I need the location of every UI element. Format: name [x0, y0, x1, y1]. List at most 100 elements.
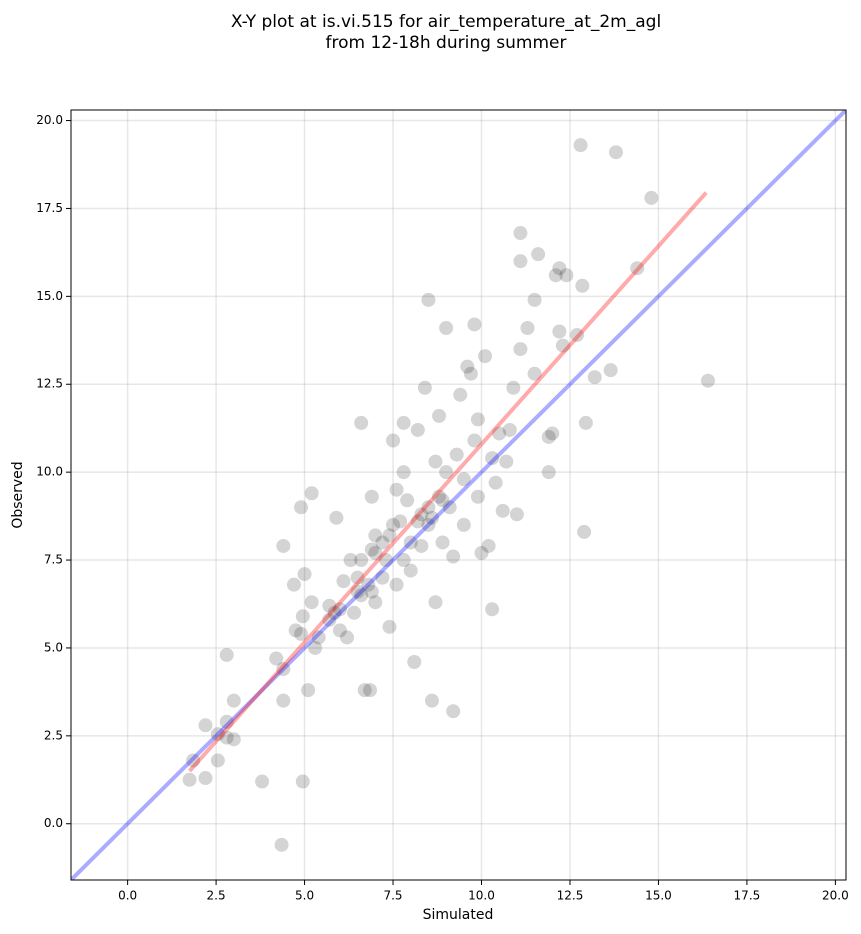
point	[368, 595, 383, 610]
point	[506, 380, 521, 395]
point	[269, 651, 284, 666]
point	[340, 630, 355, 645]
point	[570, 328, 585, 343]
point	[509, 507, 524, 522]
point	[428, 454, 443, 469]
point	[375, 570, 390, 585]
point	[354, 553, 369, 568]
point	[378, 553, 393, 568]
point	[210, 727, 225, 742]
point	[396, 415, 411, 430]
point	[403, 535, 418, 550]
point	[470, 489, 485, 504]
point	[453, 387, 468, 402]
point	[332, 602, 347, 617]
point	[463, 366, 478, 381]
point	[295, 774, 310, 789]
point	[449, 447, 464, 462]
point	[386, 517, 401, 532]
point	[439, 465, 454, 480]
chart-title: X-Y plot at is.vi.515 for air_temperatur…	[231, 12, 661, 32]
line	[71, 110, 846, 880]
point	[226, 732, 241, 747]
point	[424, 510, 439, 525]
point	[460, 359, 475, 374]
point	[552, 261, 567, 276]
point	[478, 349, 493, 364]
point	[368, 546, 383, 561]
point	[219, 647, 234, 662]
y-tick-label: 20.0	[36, 113, 63, 127]
point	[513, 254, 528, 269]
y-tick-label: 7.5	[44, 553, 63, 567]
point	[414, 538, 429, 553]
point	[329, 510, 344, 525]
x-tick-label: 5.0	[295, 889, 314, 903]
x-tick-label: 20.0	[822, 889, 849, 903]
point	[288, 623, 303, 638]
point	[456, 517, 471, 532]
point	[286, 577, 301, 592]
point	[467, 433, 482, 448]
point	[432, 489, 447, 504]
point	[446, 549, 461, 564]
point	[456, 472, 471, 487]
x-tick-label: 10.0	[468, 889, 495, 903]
point	[424, 693, 439, 708]
point	[375, 535, 390, 550]
point	[421, 517, 436, 532]
point	[513, 226, 528, 241]
chart-title: from 12-18h during summer	[326, 33, 567, 53]
y-tick-label: 17.5	[36, 201, 63, 215]
point	[357, 683, 372, 698]
point	[414, 507, 429, 522]
point	[294, 626, 309, 641]
point	[396, 553, 411, 568]
point	[368, 528, 383, 543]
point	[541, 465, 556, 480]
x-tick-label: 17.5	[734, 889, 761, 903]
point	[435, 535, 450, 550]
point	[527, 366, 542, 381]
plot-frame	[70, 109, 847, 881]
point	[382, 619, 397, 634]
point	[439, 320, 454, 335]
point	[276, 693, 291, 708]
point	[407, 655, 422, 670]
point	[435, 493, 450, 508]
line	[188, 191, 708, 773]
point	[428, 595, 443, 610]
point	[527, 292, 542, 307]
point	[393, 514, 408, 529]
point	[481, 538, 496, 553]
point	[545, 426, 560, 441]
point	[311, 630, 326, 645]
point	[301, 683, 316, 698]
point	[410, 422, 425, 437]
point	[587, 370, 602, 385]
point	[295, 609, 310, 624]
point	[417, 380, 432, 395]
point	[255, 774, 270, 789]
point	[276, 538, 291, 553]
point	[603, 363, 618, 378]
point	[382, 528, 397, 543]
x-tick-label: 15.0	[645, 889, 672, 903]
point	[578, 415, 593, 430]
point	[364, 489, 379, 504]
point	[432, 408, 447, 423]
point	[488, 475, 503, 490]
point	[226, 693, 241, 708]
point	[294, 500, 309, 515]
point	[276, 662, 291, 677]
point	[531, 247, 546, 262]
point	[363, 683, 378, 698]
x-tick-label: 0.0	[118, 889, 137, 903]
point	[274, 837, 289, 852]
point	[575, 278, 590, 293]
point	[354, 415, 369, 430]
point	[559, 268, 574, 283]
y-axis-label: Observed	[10, 461, 26, 528]
point	[548, 268, 563, 283]
